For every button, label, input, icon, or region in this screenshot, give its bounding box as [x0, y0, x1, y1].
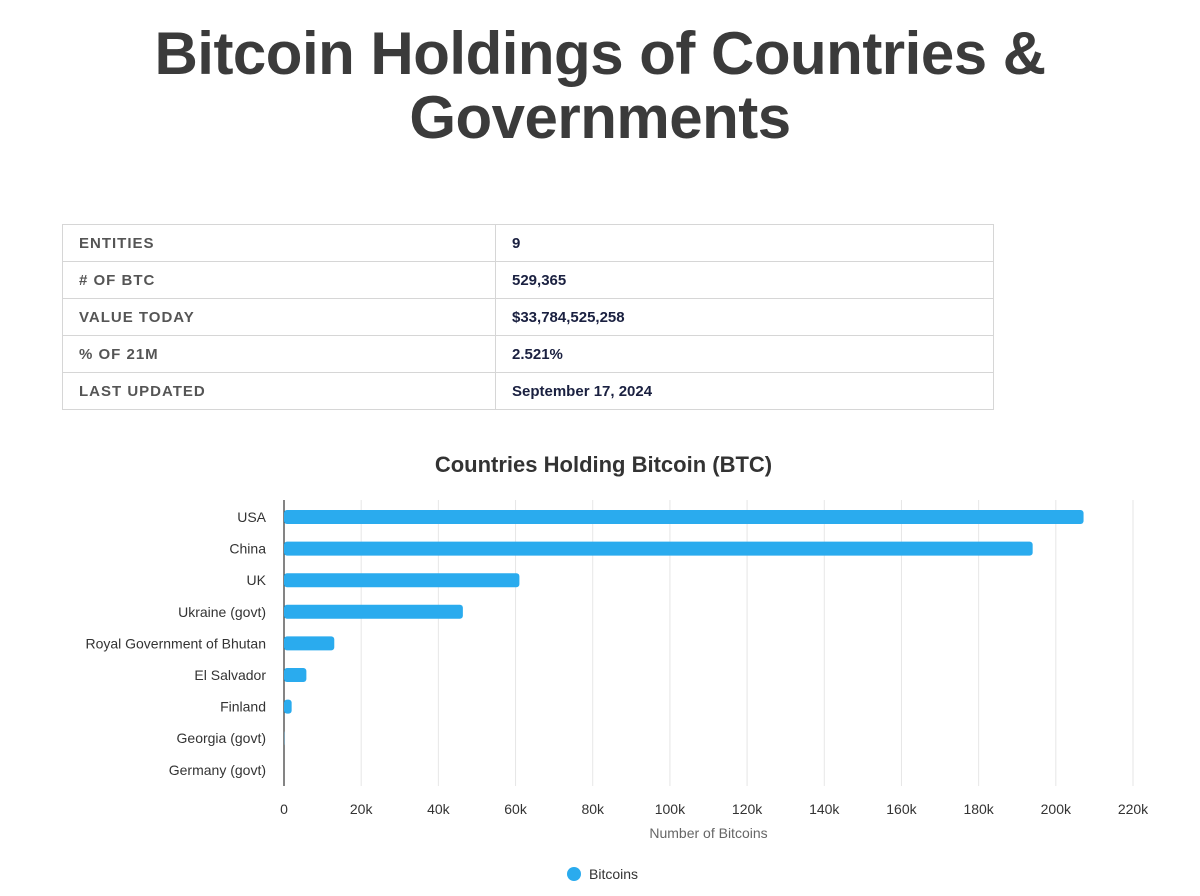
- bar: [284, 699, 292, 714]
- x-tick-label: 220k: [1118, 801, 1149, 817]
- bar: [284, 604, 463, 619]
- x-tick-label: 180k: [963, 801, 994, 817]
- x-tick-label: 60k: [504, 801, 528, 817]
- legend-swatch: [567, 867, 581, 881]
- stat-value: 529,365: [495, 261, 994, 299]
- y-tick-label: Germany (govt): [169, 762, 266, 778]
- x-tick-label: 120k: [732, 801, 763, 817]
- chart-legend[interactable]: Bitcoins: [567, 866, 638, 882]
- y-tick-label: Georgia (govt): [177, 730, 266, 746]
- stats-row: # OF BTC 529,365: [62, 261, 994, 299]
- x-axis-label: Number of Bitcoins: [649, 825, 767, 841]
- x-tick-label: 0: [280, 801, 288, 817]
- legend-label: Bitcoins: [589, 866, 639, 882]
- stat-value: September 17, 2024: [495, 372, 994, 410]
- bar-chart: 0 20k 40k 60k 80k 100k 120k 140k 160k 180k 200k 220…: [85, 500, 1149, 841]
- y-tick-label: USA: [237, 509, 266, 525]
- stats-row: VALUE TODAY $33,784,525,258: [62, 298, 994, 336]
- stat-label: VALUE TODAY: [62, 298, 496, 336]
- x-tick-label: 80k: [581, 801, 605, 817]
- page-title: Bitcoin Holdings of Countries & Governme…: [154, 20, 1046, 151]
- stat-value: $33,784,525,258: [495, 298, 994, 336]
- chart-title: Countries Holding Bitcoin (BTC): [434, 452, 773, 477]
- x-tick-label: 40k: [427, 801, 451, 817]
- y-tick-label: El Salvador: [194, 667, 266, 683]
- stat-label: LAST UPDATED: [62, 372, 496, 410]
- stat-label: % OF 21M: [62, 335, 496, 373]
- stats-row: ENTITIES 9: [62, 224, 994, 262]
- x-tick-label: 160k: [886, 801, 917, 817]
- y-tick-label: UK: [247, 572, 267, 588]
- x-tick-label: 200k: [1041, 801, 1072, 817]
- bar: [284, 573, 520, 588]
- stat-value: 2.521%: [495, 335, 994, 373]
- bar: [284, 636, 335, 651]
- x-tick-label: 20k: [350, 801, 374, 817]
- y-tick-label: Ukraine (govt): [178, 604, 266, 620]
- stat-label: # OF BTC: [62, 261, 496, 299]
- y-tick-label: China: [229, 541, 266, 557]
- bar: [284, 541, 1033, 556]
- stat-label: ENTITIES: [62, 224, 496, 262]
- y-tick-label: Finland: [220, 699, 266, 715]
- stats-row: % OF 21M 2.521%: [62, 335, 994, 373]
- stats-row: LAST UPDATED September 17, 2024: [62, 372, 994, 410]
- x-tick-label: 100k: [655, 801, 686, 817]
- stat-value: 9: [495, 224, 994, 262]
- x-tick-label: 140k: [809, 801, 840, 817]
- y-tick-label: Royal Government of Bhutan: [85, 635, 266, 651]
- stats-table: ENTITIES 9 # OF BTC 529,365 VALUE TODAY …: [62, 224, 994, 410]
- bar: [284, 668, 307, 682]
- bar: [284, 510, 1084, 524]
